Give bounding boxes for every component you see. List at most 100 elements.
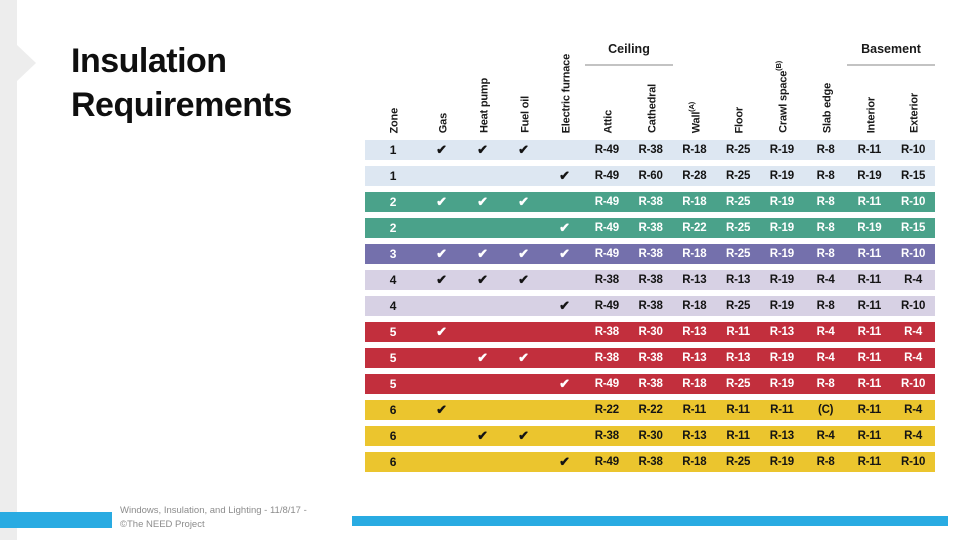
exterior-value-cell: R-4 — [904, 352, 923, 364]
electric-furnace-check-cell: ✔ — [559, 454, 570, 469]
zone-cell: 6 — [389, 455, 397, 469]
exterior-value-cell: R-15 — [901, 222, 926, 234]
zone-cell: 2 — [389, 221, 397, 235]
ceiling-group-label: Ceiling — [608, 42, 650, 56]
wall-value-cell: R-18 — [682, 248, 707, 260]
crawl-space-value-cell: R-19 — [769, 170, 794, 182]
crawl-space-value-cell: R-13 — [769, 430, 794, 442]
slab-edge-value-cell: R-8 — [816, 222, 835, 234]
table-row: 1 ✔ R-49 R-60 R-28 R-25 R-19 R-8 R-19 R-… — [365, 166, 935, 186]
cathedral-value-cell: R-22 — [638, 404, 663, 416]
heat-pump-check-cell: ✔ — [477, 350, 488, 365]
floor-value-cell: R-13 — [726, 352, 751, 364]
attic-value-cell: R-49 — [594, 300, 619, 312]
slab-edge-value-cell: R-4 — [816, 326, 835, 338]
heat-pump-check-cell: ✔ — [477, 428, 488, 443]
page-title: Insulation Requirements — [71, 42, 292, 124]
attic-value-cell: R-38 — [594, 430, 619, 442]
footer-line-2: ©The NEED Project — [120, 518, 205, 530]
slab-edge-value-cell: R-8 — [816, 456, 835, 468]
column-header-attic: Attic — [602, 109, 615, 133]
fuel-oil-check-cell: ✔ — [518, 194, 529, 209]
attic-value-cell: R-49 — [594, 144, 619, 156]
heat-pump-check-cell: ✔ — [477, 246, 488, 261]
table-row: 6 ✔ R-22 R-22 R-11 R-11 R-11 (C) R-11 R-… — [365, 400, 935, 420]
slab-edge-value-cell: (C) — [817, 404, 834, 416]
fuel-oil-check-cell: ✔ — [518, 246, 529, 261]
wall-value-cell: R-18 — [682, 144, 707, 156]
electric-furnace-check-cell: ✔ — [559, 298, 570, 313]
attic-value-cell: R-49 — [594, 170, 619, 182]
cathedral-value-cell: R-60 — [638, 170, 663, 182]
attic-value-cell: R-49 — [594, 222, 619, 234]
column-header-wall: Wall(A) — [686, 101, 703, 133]
attic-value-cell: R-38 — [594, 274, 619, 286]
interior-value-cell: R-11 — [857, 144, 882, 156]
interior-value-cell: R-11 — [857, 430, 882, 442]
basement-group-label: Basement — [861, 42, 921, 56]
zone-cell: 5 — [389, 377, 397, 391]
slab-edge-value-cell: R-8 — [816, 196, 835, 208]
electric-furnace-check-cell: ✔ — [559, 220, 570, 235]
floor-value-cell: R-11 — [726, 404, 750, 416]
slab-edge-value-cell: R-8 — [816, 378, 835, 390]
column-header-electric-furnace: Electric furnace — [560, 53, 573, 133]
basement-group-header: Basement — [847, 42, 935, 66]
gas-check-cell: ✔ — [436, 142, 447, 157]
insulation-table: Ceiling Basement Zone Gas Heat pump Fuel… — [365, 30, 935, 478]
zone-cell: 6 — [389, 403, 397, 417]
wall-value-cell: R-18 — [682, 378, 707, 390]
exterior-value-cell: R-4 — [904, 404, 923, 416]
exterior-value-cell: R-4 — [904, 326, 923, 338]
gas-check-cell: ✔ — [436, 324, 447, 339]
floor-value-cell: R-11 — [726, 430, 750, 442]
cathedral-value-cell: R-38 — [638, 456, 663, 468]
gas-check-cell: ✔ — [436, 194, 447, 209]
exterior-value-cell: R-10 — [901, 144, 926, 156]
floor-value-cell: R-25 — [726, 300, 751, 312]
wall-value-cell: R-18 — [682, 300, 707, 312]
crawl-space-value-cell: R-19 — [769, 222, 794, 234]
zone-cell: 4 — [389, 299, 397, 313]
footer: Windows, Insulation, and Lighting - 11/8… — [120, 504, 352, 532]
interior-value-cell: R-11 — [857, 274, 882, 286]
floor-value-cell: R-25 — [726, 248, 751, 260]
chevron-right-icon — [17, 45, 36, 81]
column-header-fuel-oil: Fuel oil — [519, 96, 532, 133]
gas-check-cell: ✔ — [436, 402, 447, 417]
wall-value-cell: R-11 — [682, 404, 707, 416]
column-header-interior: Interior — [865, 96, 878, 133]
zone-cell: 1 — [389, 143, 397, 157]
table-row: 3 ✔ ✔ ✔ ✔ R-49 R-38 R-18 R-25 R-19 R-8 R… — [365, 244, 935, 264]
attic-value-cell: R-49 — [594, 378, 619, 390]
exterior-value-cell: R-10 — [901, 300, 926, 312]
table-row: 4 ✔ ✔ ✔ R-38 R-38 R-13 R-13 R-19 R-4 R-1… — [365, 270, 935, 290]
floor-value-cell: R-25 — [726, 456, 751, 468]
floor-value-cell: R-25 — [726, 144, 751, 156]
column-header-gas: Gas — [437, 112, 450, 133]
slab-edge-value-cell: R-8 — [816, 144, 835, 156]
wall-value-cell: R-13 — [682, 326, 707, 338]
floor-value-cell: R-25 — [726, 222, 751, 234]
column-header-zone: Zone — [388, 107, 401, 133]
attic-value-cell: R-49 — [594, 196, 619, 208]
wall-value-cell: R-13 — [682, 352, 707, 364]
fuel-oil-check-cell: ✔ — [518, 272, 529, 287]
crawl-space-value-cell: R-19 — [769, 456, 794, 468]
table-row: 4 ✔ R-49 R-38 R-18 R-25 R-19 R-8 R-11 R-… — [365, 296, 935, 316]
exterior-value-cell: R-15 — [901, 170, 926, 182]
crawl-space-value-cell: R-19 — [769, 378, 794, 390]
attic-value-cell: R-49 — [594, 248, 619, 260]
interior-value-cell: R-19 — [857, 222, 882, 234]
cathedral-value-cell: R-38 — [638, 196, 663, 208]
crawl-space-value-cell: R-19 — [769, 352, 794, 364]
left-rail-bar — [0, 0, 17, 540]
column-header-cathedral: Cathedral — [646, 84, 659, 133]
cathedral-value-cell: R-38 — [638, 378, 663, 390]
slab-edge-value-cell: R-8 — [816, 248, 835, 260]
interior-value-cell: R-11 — [857, 300, 882, 312]
table-row: 6 ✔ R-49 R-38 R-18 R-25 R-19 R-8 R-11 R-… — [365, 452, 935, 472]
footer-accent-bar-right — [348, 516, 948, 526]
attic-value-cell: R-38 — [594, 352, 619, 364]
